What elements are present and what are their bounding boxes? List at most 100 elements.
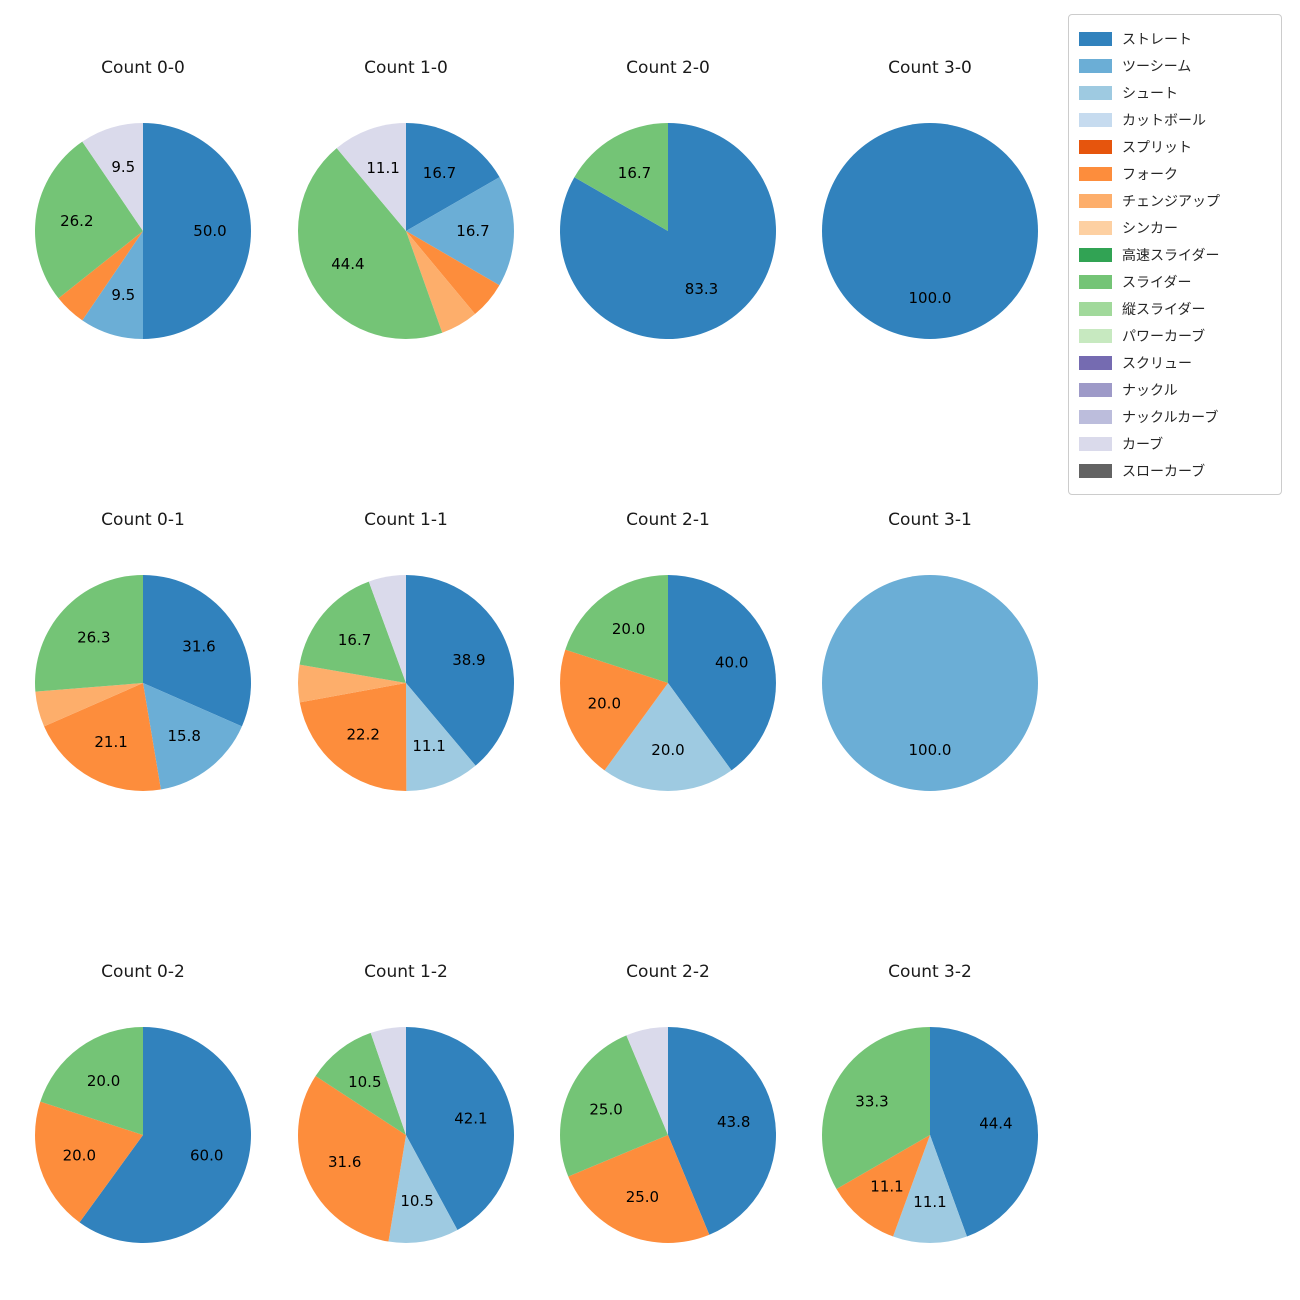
pie-slice-label: 20.0 (612, 620, 645, 638)
legend-item: ナックルカーブ (1079, 403, 1271, 430)
pie-slice-label: 26.2 (60, 212, 93, 230)
chart-cell-count-0-0: Count 0-0 50.0 9.5 26.2 9.5 (12, 40, 274, 343)
legend-swatch (1079, 355, 1112, 370)
pie-slice (297, 148, 443, 339)
pie-slice-label: 25.0 (589, 1101, 622, 1119)
pie-slice (406, 177, 515, 286)
pie-slice-label: 42.1 (454, 1110, 487, 1128)
pie-slice-label: 100.0 (909, 289, 952, 307)
legend-swatch (1079, 220, 1112, 235)
pie-slice (560, 649, 668, 771)
pie-slice (143, 575, 251, 727)
chart-title: Count 0-1 (101, 510, 185, 530)
legend-label: フォーク (1122, 166, 1178, 183)
pie-slice-label: 9.5 (111, 286, 135, 304)
pie-slice-label: 40.0 (715, 653, 748, 671)
pie-slice-label: 25.0 (626, 1188, 659, 1206)
pie-slice (893, 1135, 967, 1244)
chart-title: Count 2-2 (626, 962, 710, 982)
pie-slice-label: 16.7 (618, 164, 651, 182)
legend-item: 高速スライダー (1079, 241, 1271, 268)
chart-title: Count 3-2 (888, 962, 972, 982)
pie-slice-label: 20.0 (63, 1147, 96, 1165)
pie-slice (58, 231, 143, 321)
legend-swatch (1079, 31, 1112, 46)
pie-slice (406, 1027, 515, 1230)
pie-slice (406, 123, 500, 231)
pie-slice (315, 1032, 406, 1135)
pie-slice-label: 44.4 (979, 1114, 1012, 1132)
pie-slice (35, 1101, 143, 1223)
pie-slice-label: 9.5 (111, 158, 135, 176)
legend-swatch (1079, 166, 1112, 181)
legend-item: ナックル (1079, 376, 1271, 403)
legend-swatch (1079, 139, 1112, 154)
pie-slice (143, 123, 251, 339)
legend-swatch (1079, 301, 1112, 316)
legend-item: スプリット (1079, 133, 1271, 160)
pie-slice-label: 43.8 (717, 1113, 750, 1131)
legend-item: スクリュー (1079, 349, 1271, 376)
pie-slice (388, 1135, 458, 1243)
legend-swatch (1079, 58, 1112, 73)
pie-slice (822, 1027, 930, 1189)
pie-slice (368, 575, 406, 683)
legend-item: ツーシーム (1079, 52, 1271, 79)
pie-slice-label: 22.2 (346, 726, 379, 744)
legend-item: カットボール (1079, 106, 1271, 133)
legend-label: シンカー (1122, 220, 1178, 237)
pie-slice (44, 683, 161, 792)
legend-items: ストレートツーシームシュートカットボールスプリットフォークチェンジアップシンカー… (1079, 25, 1271, 484)
legend-label: 高速スライダー (1122, 247, 1220, 264)
pie-slice (79, 1027, 252, 1243)
pie-chart-count-3-0: 100.0 (822, 123, 1038, 339)
pie-slice-label: 26.3 (77, 629, 110, 647)
chart-title: Count 1-2 (364, 962, 448, 982)
chart-title: Count 1-1 (364, 510, 448, 530)
legend-swatch (1079, 193, 1112, 208)
chart-cell-count-2-0: Count 2-0 83.3 16.7 (537, 40, 799, 343)
legend-item: パワーカーブ (1079, 322, 1271, 349)
pie-slice-label: 31.6 (328, 1153, 361, 1171)
legend-item: シンカー (1079, 214, 1271, 241)
legend-label: カーブ (1122, 436, 1164, 453)
pie-slice-label: 83.3 (685, 280, 718, 298)
pie-slice-label: 20.0 (651, 741, 684, 759)
legend-swatch (1079, 436, 1112, 451)
legend-item: カーブ (1079, 430, 1271, 457)
legend-swatch (1079, 463, 1112, 478)
legend-label: シュート (1122, 85, 1178, 102)
legend-swatch (1079, 85, 1112, 100)
pie-slice (626, 1027, 668, 1135)
pie-slice-label: 60.0 (190, 1147, 223, 1165)
pie-slice-label: 11.1 (870, 1177, 903, 1195)
legend-label: ツーシーム (1122, 58, 1192, 75)
pie-slice (143, 683, 242, 790)
pie-slice-label: 11.1 (913, 1193, 946, 1211)
chart-title: Count 3-0 (888, 58, 972, 78)
chart-cell-count-3-0: Count 3-0 100.0 (799, 40, 1061, 343)
legend-label: ストレート (1122, 31, 1192, 48)
legend-item: フォーク (1079, 160, 1271, 187)
legend-item: チェンジアップ (1079, 187, 1271, 214)
legend-label: スプリット (1122, 139, 1192, 156)
pie-slice (82, 123, 143, 231)
pie-slice (35, 141, 143, 299)
pie-slice (822, 123, 1038, 339)
chart-title: Count 2-0 (626, 58, 710, 78)
pie-slice-label: 10.5 (400, 1192, 433, 1210)
pie-chart-count-3-1: 100.0 (822, 575, 1038, 791)
legend-item: スライダー (1079, 268, 1271, 295)
legend-label: スライダー (1122, 274, 1192, 291)
legend-swatch (1079, 328, 1112, 343)
legend-item: 縦スライダー (1079, 295, 1271, 322)
pie-slice-label: 16.7 (338, 631, 371, 649)
legend-label: スクリュー (1122, 355, 1192, 372)
pie-slice-label: 20.0 (588, 695, 621, 713)
pie-slice (299, 683, 407, 792)
legend-swatch (1079, 382, 1112, 397)
pie-chart-count-2-2: 43.8 25.0 25.0 (559, 1027, 777, 1244)
legend-label: パワーカーブ (1122, 328, 1206, 345)
pie-slice (822, 575, 1038, 791)
